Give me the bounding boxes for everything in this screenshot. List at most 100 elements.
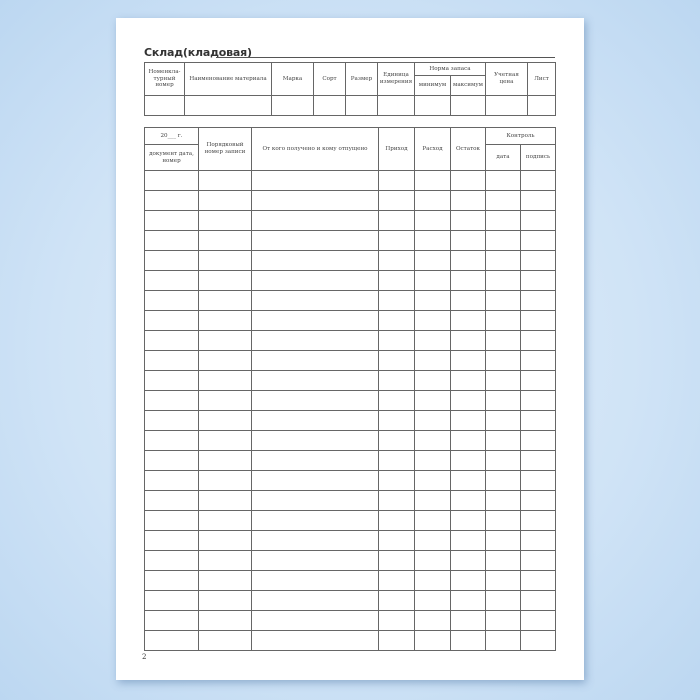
table-cell [144, 170, 199, 191]
table-cell [198, 630, 252, 651]
table-cell [414, 570, 451, 591]
table-cell [450, 610, 486, 631]
header-order-number: Порядковый номер записи [198, 127, 252, 171]
table-cell [450, 570, 486, 591]
header-sheet: Лист [527, 62, 556, 96]
table-cell [519, 170, 557, 191]
table-cell [144, 470, 199, 491]
table-cell [144, 630, 199, 651]
table-cell [519, 370, 557, 391]
warehouse-title: Склад(кладовая) [144, 46, 252, 59]
table-cell [485, 370, 521, 391]
table-cell [378, 330, 415, 351]
table-cell [198, 270, 252, 291]
table-cell [519, 630, 557, 651]
table-cell [414, 290, 451, 311]
header-grade: Сорт [313, 62, 346, 96]
table-cell [414, 370, 451, 391]
table-cell [450, 530, 486, 551]
table-cell [251, 210, 379, 231]
table-cell [414, 390, 451, 411]
table-row [144, 370, 557, 391]
header-control: Контроль [484, 127, 557, 145]
table-cell [198, 430, 252, 451]
table-cell [485, 190, 521, 211]
header-balance: Остаток [450, 127, 486, 171]
table-cell [378, 270, 415, 291]
table-cell [251, 170, 379, 191]
table-row [144, 550, 557, 571]
table-cell [450, 290, 486, 311]
table-cell [519, 550, 557, 571]
table-cell [450, 270, 486, 291]
table-cell [144, 390, 199, 411]
table-cell [485, 390, 521, 411]
material-info-table: Номенкла-турный номер Наименование матер… [144, 62, 556, 116]
table-cell [450, 330, 486, 351]
table-cell [485, 490, 521, 511]
table-row [144, 170, 557, 191]
table-cell [414, 330, 451, 351]
table-row [144, 290, 557, 311]
table-cell [485, 410, 521, 431]
table-row [144, 350, 557, 371]
table-cell [485, 610, 521, 631]
header-stock-norm: Норма запаса [414, 62, 486, 76]
table-cell [450, 470, 486, 491]
table-cell [251, 410, 379, 431]
table-cell [485, 230, 521, 251]
table-row [144, 230, 557, 251]
table-cell [251, 310, 379, 331]
table-cell [378, 190, 415, 211]
table-cell [378, 570, 415, 591]
table-cell [198, 370, 252, 391]
table-cell [198, 510, 252, 531]
table-cell [144, 450, 199, 471]
table-cell [414, 490, 451, 511]
table-cell [198, 550, 252, 571]
table-cell [519, 210, 557, 231]
table-cell [198, 230, 252, 251]
table-cell [450, 250, 486, 271]
table-row [144, 610, 557, 631]
table-cell [251, 490, 379, 511]
table-cell [485, 330, 521, 351]
table-cell [485, 590, 521, 611]
table-cell [144, 550, 199, 571]
table-cell [198, 410, 252, 431]
table-cell [251, 570, 379, 591]
table-cell [414, 170, 451, 191]
table-cell [450, 350, 486, 371]
table-cell [414, 470, 451, 491]
table-cell [378, 350, 415, 371]
table-cell [198, 310, 252, 331]
table-cell [144, 430, 199, 451]
table-cell [198, 250, 252, 271]
table-cell [251, 270, 379, 291]
table-cell [414, 590, 451, 611]
header-material-name: Наименование материала [184, 62, 272, 96]
table-cell [144, 290, 199, 311]
header-max: максимум [450, 75, 486, 96]
header-expense: Расход [414, 127, 451, 171]
table-cell [251, 550, 379, 571]
table-cell [251, 370, 379, 391]
table-cell [251, 530, 379, 551]
header-unit: Единица измерения [377, 62, 415, 96]
table-cell [378, 170, 415, 191]
table-cell [519, 570, 557, 591]
table-cell [485, 170, 521, 191]
table-cell [378, 510, 415, 531]
table-cell [519, 290, 557, 311]
table-cell [378, 290, 415, 311]
table-row [144, 570, 557, 591]
table-cell [198, 570, 252, 591]
table-cell [450, 390, 486, 411]
table-cell [519, 510, 557, 531]
table-cell [378, 250, 415, 271]
table-cell [251, 230, 379, 251]
table-cell [144, 610, 199, 631]
table-cell [485, 510, 521, 531]
table-row [144, 330, 557, 351]
table-cell [378, 530, 415, 551]
